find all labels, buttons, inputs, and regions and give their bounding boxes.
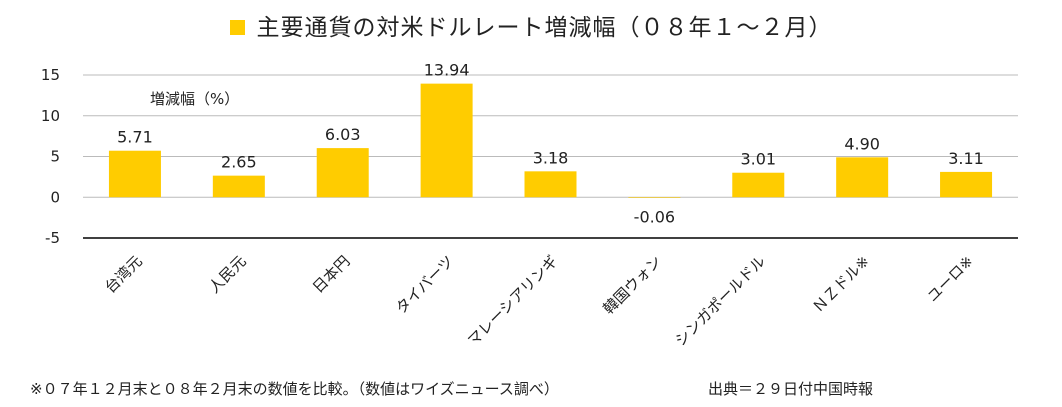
y-tick-label: -5 bbox=[45, 229, 60, 247]
y-unit-label: 増減幅（%） bbox=[150, 90, 240, 108]
bar bbox=[524, 171, 577, 198]
x-tick-label: 韓国ウォン bbox=[599, 252, 665, 318]
bar bbox=[940, 171, 993, 198]
bar bbox=[732, 172, 785, 198]
data-label: 13.94 bbox=[424, 61, 470, 80]
bar bbox=[836, 157, 889, 198]
x-tick-label: 日本円 bbox=[309, 252, 354, 297]
bar bbox=[212, 175, 265, 198]
footnote: ※０７年１２月末と０８年２月末の数値を比較。（数値はワイズニュース調べ） bbox=[30, 380, 559, 398]
data-label: 5.71 bbox=[117, 128, 153, 147]
data-label: 3.11 bbox=[948, 149, 984, 168]
legend-swatch bbox=[229, 20, 245, 35]
x-tick-label: 台湾元 bbox=[101, 252, 146, 297]
chart-title: 主要通貨の対米ドルレート増減幅（０８年１～２月） bbox=[0, 8, 1062, 42]
chart-title-text: 主要通貨の対米ドルレート増減幅（０８年１～２月） bbox=[256, 15, 833, 41]
x-tick-label: 人民元 bbox=[205, 252, 250, 297]
y-tick-label: 15 bbox=[41, 66, 60, 84]
bar bbox=[108, 150, 161, 198]
y-tick-label: 5 bbox=[50, 148, 60, 166]
y-tick-label: 0 bbox=[50, 188, 60, 206]
bar bbox=[420, 83, 473, 198]
bar bbox=[316, 148, 369, 198]
x-tick-label: シンガポールドル bbox=[672, 252, 770, 350]
x-tick-label: ユーロ※ bbox=[923, 252, 976, 305]
data-label: 3.01 bbox=[740, 150, 776, 169]
bar bbox=[628, 197, 681, 198]
data-label: 6.03 bbox=[325, 125, 361, 144]
data-label: 2.65 bbox=[221, 153, 257, 172]
x-tick-label: タイバーツ bbox=[392, 252, 457, 317]
x-tick-label: ＮＺドル※ bbox=[809, 252, 873, 316]
source-credit: 出典＝２９日付中国時報 bbox=[708, 380, 874, 398]
data-label: 4.90 bbox=[844, 134, 880, 153]
y-tick-label: 10 bbox=[41, 107, 60, 125]
data-label: -0.06 bbox=[634, 207, 675, 226]
data-label: 3.18 bbox=[533, 148, 569, 167]
x-tick-label: マレーシアリンギ bbox=[464, 252, 561, 349]
